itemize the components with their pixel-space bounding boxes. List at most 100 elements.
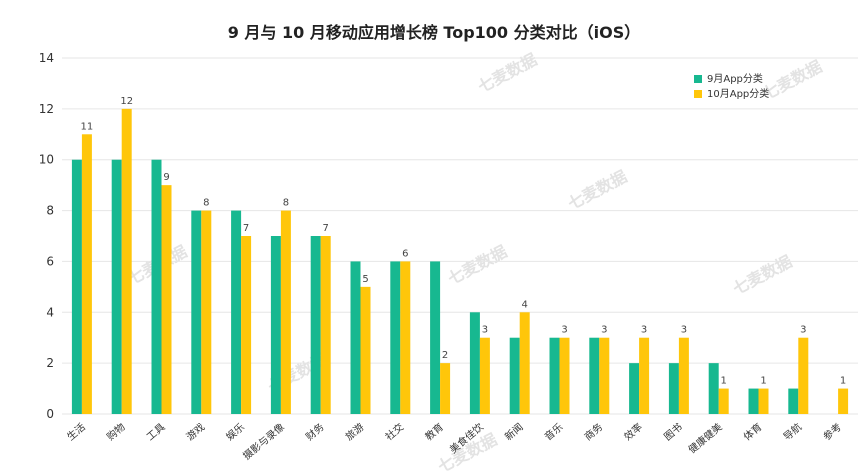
y-tick-label: 8 [46, 204, 54, 218]
bar-sept [708, 363, 719, 414]
data-label: 8 [203, 198, 209, 209]
bar-sept [310, 236, 321, 414]
data-label: 3 [800, 325, 806, 336]
legend-swatch-sept [694, 75, 702, 83]
category-label: 社交 [383, 420, 407, 443]
bar-oct [639, 337, 650, 414]
category-label: 图书 [662, 421, 685, 443]
bar-sept [589, 337, 600, 414]
bar-sept [430, 261, 441, 414]
data-label: 5 [362, 274, 368, 285]
category-label: 体育 [741, 420, 765, 443]
data-label: 3 [561, 325, 567, 336]
data-label: 3 [641, 325, 647, 336]
bar-oct [400, 261, 411, 414]
data-label: 2 [442, 350, 448, 361]
bar-oct [280, 210, 291, 414]
data-label: 1 [721, 376, 727, 387]
category-label: 工具 [144, 421, 167, 443]
category-label: 娱乐 [223, 420, 247, 443]
watermark-text: 七麦数据 [730, 252, 795, 299]
watermark-text: 七麦数据 [565, 167, 630, 214]
bar-oct [81, 134, 92, 415]
bar-oct [320, 236, 331, 414]
bar-sept [549, 337, 560, 414]
bar-sept [629, 363, 640, 414]
data-label: 3 [601, 325, 607, 336]
category-label: 新闻 [502, 420, 526, 443]
bar-sept [668, 363, 679, 414]
bar-sept [509, 337, 520, 414]
bar-sept [71, 159, 82, 414]
bar-sept [390, 261, 401, 414]
bar-oct [121, 108, 132, 414]
bar-oct [718, 388, 729, 414]
bar-oct [479, 337, 490, 414]
data-label: 3 [681, 325, 687, 336]
category-label: 参考 [820, 420, 844, 443]
bar-oct [241, 236, 252, 414]
y-tick-label: 6 [46, 254, 54, 268]
data-label: 7 [323, 223, 329, 234]
category-label: 购物 [104, 420, 128, 443]
bar-sept [350, 261, 361, 414]
bar-oct [440, 363, 451, 414]
bar-sept [191, 210, 202, 414]
bars [71, 108, 849, 415]
bar-sept [151, 159, 162, 414]
gridlines [62, 57, 858, 415]
category-label: 导航 [781, 420, 805, 443]
data-label: 12 [120, 96, 133, 107]
bar-sept [748, 388, 759, 414]
data-label: 9 [163, 172, 169, 183]
category-label: 音乐 [542, 420, 566, 443]
category-label: 摄影与录像 [240, 420, 287, 462]
data-label: 1 [760, 376, 766, 387]
category-label: 健康健美 [686, 420, 725, 456]
category-label: 旅游 [343, 420, 367, 443]
watermark-text: 七麦数据 [760, 57, 825, 104]
data-label: 7 [243, 223, 249, 234]
bar-oct [161, 185, 172, 414]
y-tick-label: 12 [39, 102, 54, 116]
legend-label-oct: 10月App分类 [707, 87, 769, 100]
chart-title: 9 月与 10 月移动应用增长榜 Top100 分类对比（iOS） [228, 23, 641, 42]
category-label: 教育 [422, 420, 446, 443]
data-label: 3 [482, 325, 488, 336]
bar-oct [599, 337, 610, 414]
bar-oct [838, 388, 849, 414]
bar-sept [111, 159, 122, 414]
bar-oct [678, 337, 689, 414]
data-label: 4 [522, 299, 528, 310]
legend: 9月App分类 10月App分类 [694, 72, 769, 100]
bar-sept [469, 312, 480, 414]
watermark-text: 七麦数据 [475, 50, 540, 97]
bar-oct [798, 337, 809, 414]
bar-sept [270, 236, 281, 414]
y-tick-label: 10 [39, 153, 54, 167]
category-label: 财务 [303, 420, 327, 443]
y-tick-label: 14 [39, 51, 54, 65]
y-tick-label: 0 [46, 407, 54, 421]
y-tick-label: 4 [46, 305, 54, 319]
data-label: 6 [402, 248, 408, 259]
data-label: 1 [840, 376, 846, 387]
y-axis: 0 2 4 6 8 10 12 14 [39, 51, 54, 421]
category-label: 生活 [64, 420, 88, 443]
legend-label-sept: 9月App分类 [707, 72, 763, 85]
bar-oct [559, 337, 570, 414]
bar-sept [788, 388, 799, 414]
category-label: 效率 [621, 420, 645, 443]
data-label: 8 [283, 198, 289, 209]
watermark-text: 七麦数据 [445, 242, 510, 289]
bar-oct [758, 388, 769, 414]
data-label: 11 [81, 121, 94, 132]
category-label: 游戏 [184, 420, 208, 443]
bar-sept [231, 210, 242, 414]
y-tick-label: 2 [46, 356, 54, 370]
bar-oct [519, 312, 530, 414]
category-label: 商务 [582, 420, 606, 443]
